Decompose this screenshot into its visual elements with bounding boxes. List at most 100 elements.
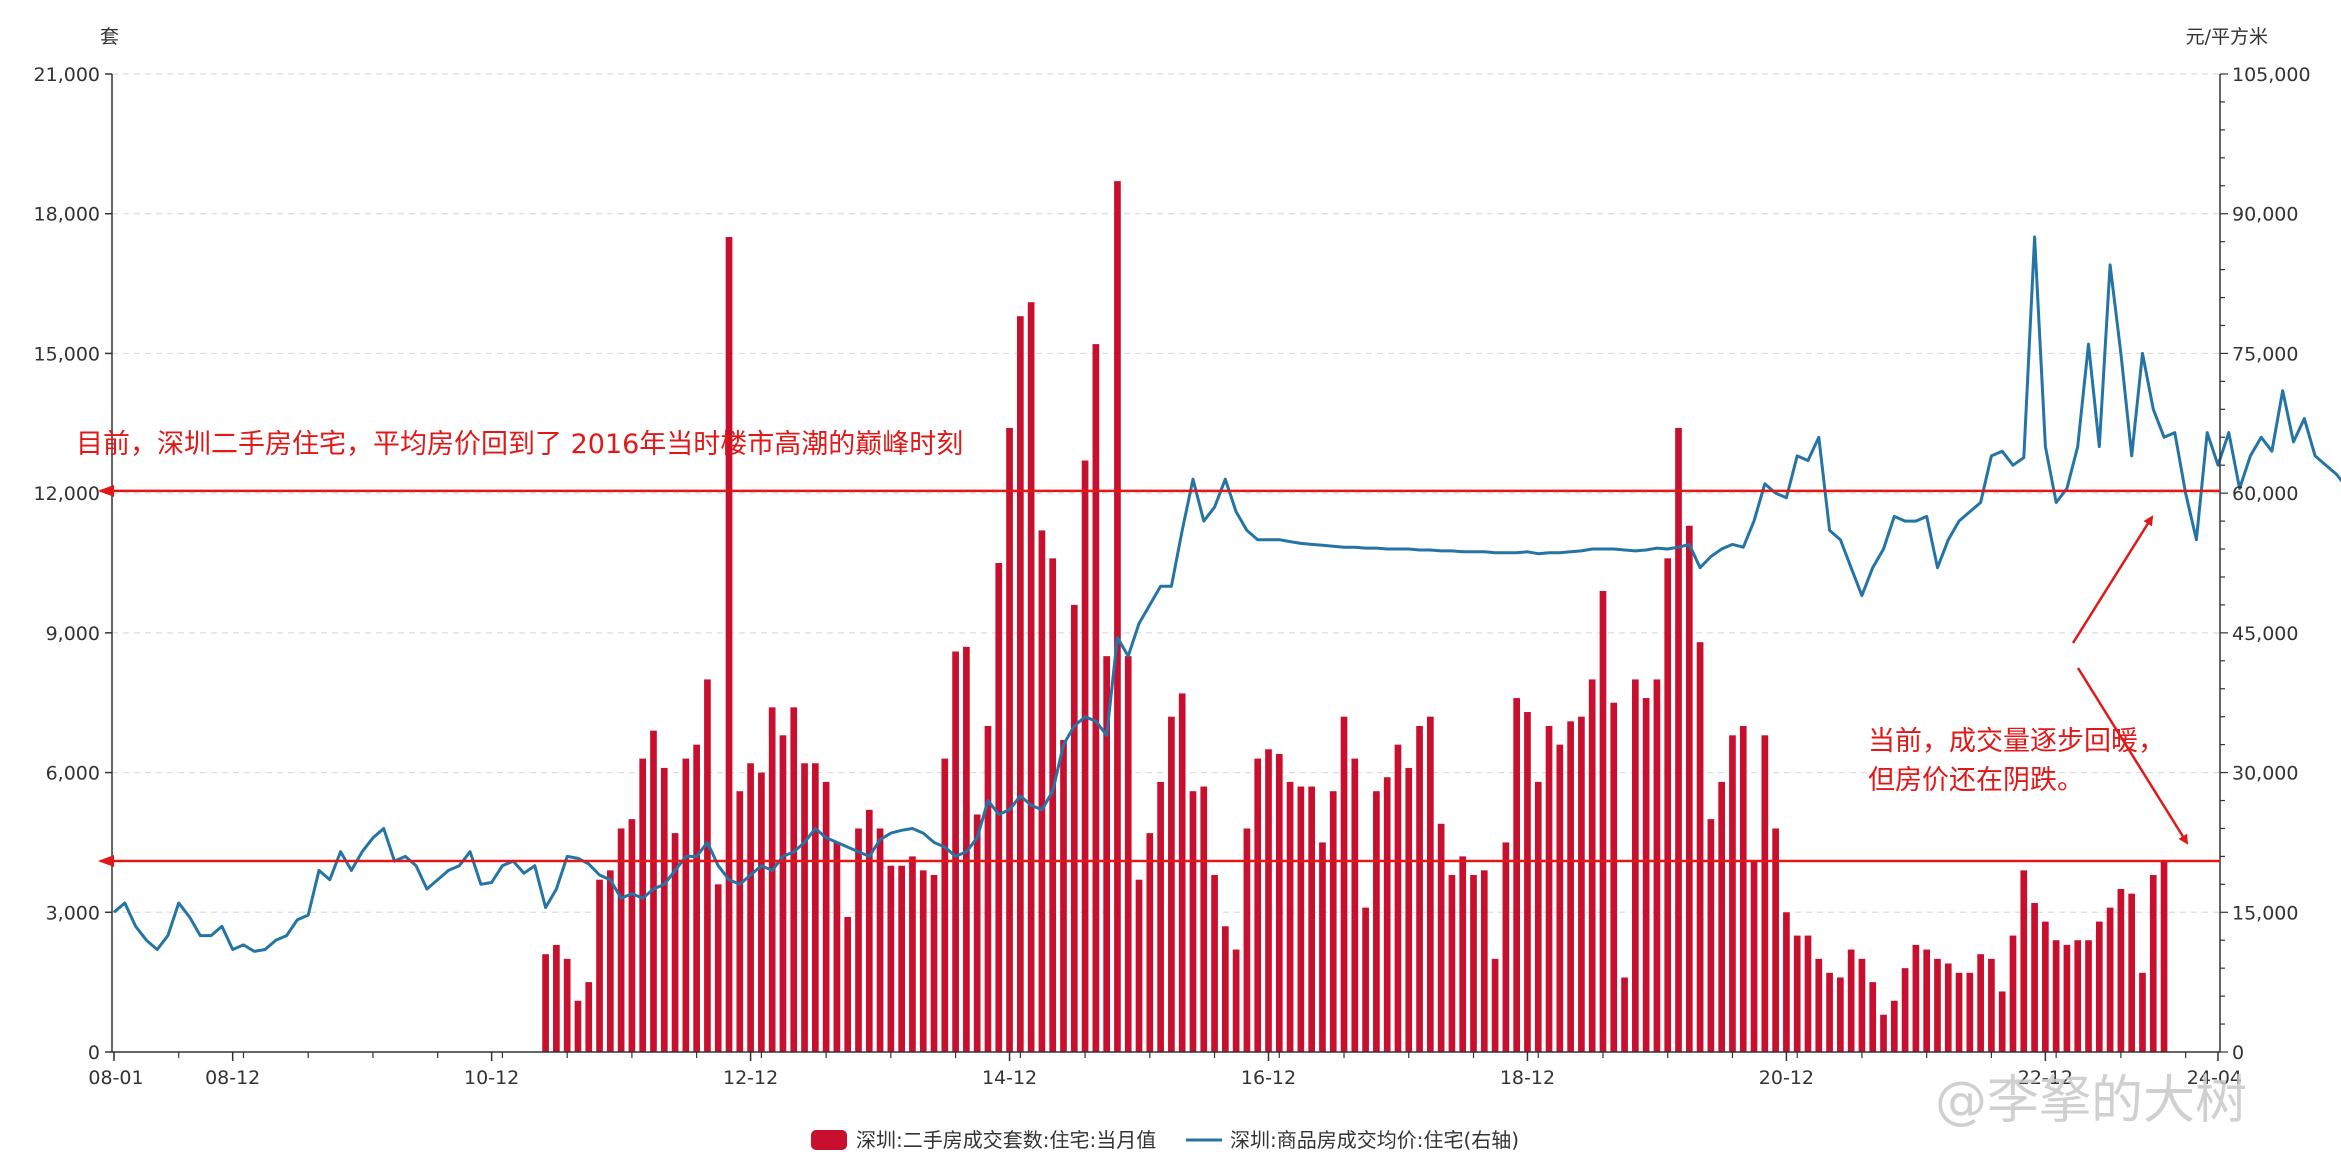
bar [1491,958,1499,1052]
bar [1168,716,1175,1052]
bar [2020,870,2028,1052]
legend-label-bar: 深圳:二手房成交套数:住宅:当月值 [856,1128,1156,1152]
bar [650,730,657,1052]
bar [2031,902,2038,1052]
bar [2149,875,2157,1052]
bar [1729,735,1736,1052]
bar [1783,912,1790,1052]
bar [973,814,981,1052]
bar [1146,833,1154,1052]
annotation-arrow-up [2071,515,2154,644]
y-right-tick-label: 105,000 [2232,64,2311,86]
bar [1599,590,1607,1052]
reference-line-arrowhead [98,484,114,497]
bar [952,651,959,1052]
bar [1837,977,1844,1052]
bar [1038,530,1046,1052]
bar [768,707,776,1052]
bar [1135,879,1143,1052]
bar [2009,935,2017,1052]
bar [1049,558,1057,1052]
bar [553,944,560,1052]
bar [1912,944,1920,1052]
bar [1944,963,1952,1052]
bar [2106,907,2114,1052]
bar [1890,1000,1898,1052]
x-tick-label: 16-12 [1241,1067,1296,1089]
bar [779,735,787,1052]
annotation-arrow-down [2076,667,2189,845]
bar [801,763,808,1052]
bar [1221,926,1229,1052]
bar [1373,791,1380,1052]
y-left-tick-label: 6,000 [46,763,100,785]
bar [1966,972,1974,1052]
bar [1319,842,1326,1052]
y-left-tick-label: 21,000 [34,64,100,86]
y-left-tick-label: 12,000 [34,483,100,505]
bar [822,781,830,1052]
bar [563,958,571,1052]
x-tick-label: 24-04 [2187,1067,2242,1089]
y-axis-right-ticks: 0 15,000 30,000 45,000 60,000 75,000 90,000 105… [2220,64,2311,1064]
x-tick-label: 12-12 [723,1067,778,1089]
bar [1006,427,1013,1052]
y-left-tick-label: 0 [88,1042,100,1064]
x-tick-label: 22-12 [2018,1067,2073,1089]
annotation-price-peak: 目前，深圳二手房住宅，平均房价回到了 2016年当时楼市高潮的巅峰时刻 [76,429,963,460]
bar [682,758,690,1052]
y-right-tick-label: 30,000 [2232,763,2298,785]
line-series-price [113,235,2341,953]
y-left-tick-label: 9,000 [46,623,100,645]
bar [898,865,905,1052]
bar [844,916,852,1052]
bar [1707,819,1715,1052]
bar [1383,777,1391,1052]
bar [1480,870,1488,1052]
bar [2042,921,2049,1052]
bar [2160,861,2168,1052]
bar [1340,716,1348,1052]
bar [1685,525,1693,1052]
bar [1772,828,1779,1052]
y-axis-left-ticks: 0 3,000 6,000 9,000 12,000 15,000 18,000 21,000 [34,64,112,1064]
bar [1502,842,1510,1052]
bar [1103,656,1111,1052]
bar [1448,875,1456,1052]
bar [1858,958,1866,1052]
bar [1934,958,1941,1052]
bar [1815,958,1823,1052]
annotation-volume-line1: 当前，成交量逐步回暖， [1868,726,2165,757]
y-right-tick-label: 15,000 [2232,902,2298,924]
bar [811,763,819,1052]
bar [1675,427,1682,1052]
bar [1567,721,1574,1052]
bar [2085,940,2092,1052]
bar [1394,744,1402,1052]
bar [1513,698,1521,1052]
bar [2139,972,2146,1052]
legend-label-line: 深圳:商品房成交均价:住宅(右轴) [1230,1128,1519,1152]
bar [1578,716,1585,1052]
bar [919,870,927,1052]
bar [1092,344,1100,1053]
bar [1211,875,1218,1052]
reference-lines [98,484,2220,868]
bar [1200,786,1208,1052]
bar [1124,656,1132,1052]
bar [1750,861,1758,1052]
x-tick-label: 08-12 [205,1067,260,1089]
bar [1718,781,1726,1052]
bar [1437,823,1445,1052]
bar [1405,767,1413,1052]
left-axis-unit: 套 [100,26,119,48]
bar [1664,558,1672,1052]
bar [2063,944,2071,1052]
bar [1923,949,1931,1052]
bar [1254,758,1262,1052]
bar [736,791,744,1052]
bar [1081,460,1089,1052]
bar [790,707,798,1052]
bar [1286,781,1294,1052]
